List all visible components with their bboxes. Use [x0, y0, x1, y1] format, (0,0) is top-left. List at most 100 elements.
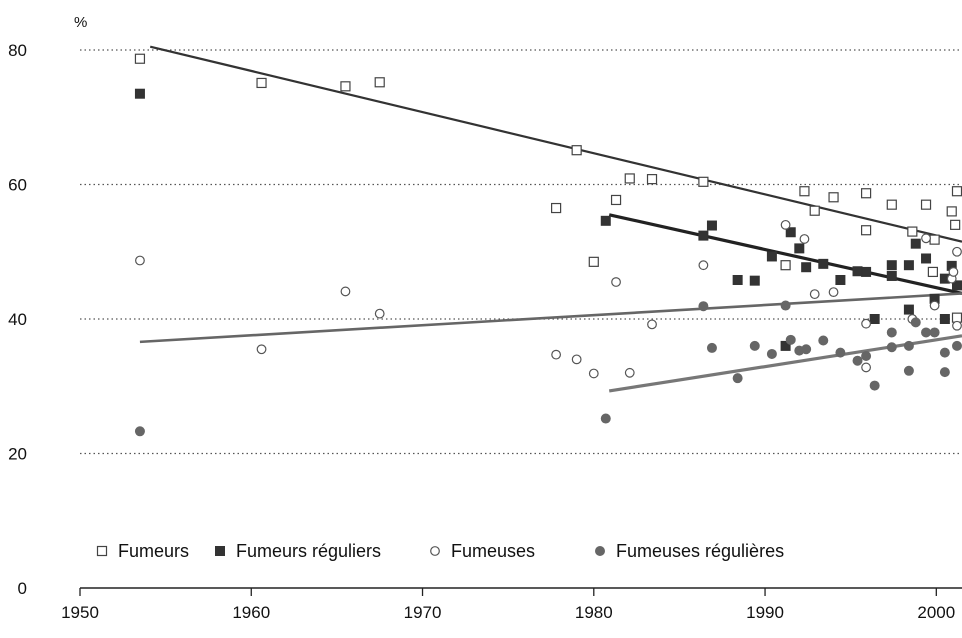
x-axis: [79, 587, 962, 596]
data-point-s2-3: [374, 308, 385, 319]
trend-line-1: [608, 213, 962, 296]
data-point-s3-25: [952, 340, 962, 351]
data-point-s0-2: [340, 81, 351, 92]
data-point-s2-4: [551, 349, 562, 360]
trend-line-3: [608, 334, 962, 393]
x-tick-label-2000: 2000: [917, 603, 955, 622]
data-point-s1-4: [732, 274, 743, 285]
data-point-s1-0: [134, 88, 145, 99]
data-point-s0-12: [799, 186, 810, 197]
data-point-s0-21: [929, 234, 940, 245]
y-tick-label-0: 0: [18, 579, 27, 598]
data-point-s2-11: [780, 219, 791, 230]
data-point-s3-4: [732, 373, 743, 384]
data-point-s1-18: [903, 260, 914, 271]
legend-item-3: Fumeuses régulières: [595, 541, 784, 561]
data-point-s1-1: [600, 215, 611, 226]
legend-label-3: Fumeuses régulières: [616, 541, 784, 561]
legend-item-1: Fumeurs réguliers: [215, 541, 381, 561]
data-point-s3-5: [749, 340, 760, 351]
data-point-s3-22: [929, 327, 940, 338]
data-point-s0-18: [907, 226, 918, 237]
data-point-s2-0: [135, 255, 145, 266]
x-axis-tick-labels: 1950 1960 1970 1980 1990 2000: [61, 603, 955, 622]
data-point-s2-8: [624, 367, 635, 378]
data-point-s1-14: [861, 266, 872, 277]
data-point-s2-15: [861, 318, 871, 329]
data-point-s3-1: [600, 413, 611, 424]
legend-label-1: Fumeurs réguliers: [236, 541, 381, 561]
data-point-s2-23: [952, 320, 962, 331]
data-point-s1-16: [886, 260, 897, 271]
data-point-s3-15: [869, 380, 880, 391]
legend-marker-1: [215, 546, 225, 556]
y-tick-label-20: 20: [8, 445, 27, 464]
data-point-s0-22: [946, 206, 957, 217]
trend-lines: [139, 45, 962, 393]
data-point-s1-5: [749, 275, 760, 286]
data-point-s1-6: [766, 251, 777, 262]
data-point-s2-14: [828, 287, 839, 298]
data-point-s3-21: [921, 327, 932, 338]
data-point-s1-15: [869, 314, 880, 324]
data-point-s0-23: [950, 219, 961, 230]
data-point-s3-23: [939, 347, 950, 358]
data-point-s1-12: [835, 274, 846, 285]
data-point-s2-22: [952, 246, 962, 257]
data-point-s3-0: [134, 426, 145, 437]
data-point-s0-16: [860, 225, 872, 236]
data-point-s3-20: [910, 317, 921, 328]
data-point-s3-10: [801, 344, 812, 355]
data-point-s1-9: [794, 243, 805, 254]
data-point-s1-10: [801, 262, 812, 273]
legend-label-2: Fumeuses: [451, 541, 535, 561]
legend-item-0: Fumeurs: [96, 541, 189, 561]
data-point-s2-9: [647, 319, 657, 330]
data-point-s2-1: [256, 344, 267, 355]
legend-marker-3: [595, 546, 606, 557]
data-point-s0-3: [374, 77, 385, 88]
data-point-s0-8: [624, 173, 635, 184]
x-tick-label-1970: 1970: [404, 603, 442, 622]
data-point-s0-15: [860, 188, 872, 199]
data-point-s3-19: [903, 365, 914, 376]
data-point-s3-13: [852, 355, 863, 366]
legend-label-0: Fumeurs: [118, 541, 189, 561]
data-point-s2-5: [571, 354, 582, 365]
y-unit-label: %: [74, 14, 87, 31]
legend-marker-2: [430, 546, 440, 556]
data-point-s0-7: [610, 194, 622, 206]
data-point-s0-9: [646, 174, 658, 185]
data-points: [134, 53, 962, 437]
data-point-s0-17: [886, 199, 897, 210]
data-point-s0-4: [551, 202, 562, 214]
y-tick-label-40: 40: [8, 310, 27, 329]
data-point-s0-19: [920, 199, 932, 210]
data-point-s2-21: [948, 267, 959, 277]
x-tick-label-1960: 1960: [232, 603, 270, 622]
y-tick-label-80: 80: [8, 41, 27, 60]
data-point-s1-11: [818, 258, 829, 269]
trend-line-2: [139, 292, 962, 344]
data-point-s3-8: [785, 334, 796, 345]
data-point-s0-25: [951, 312, 962, 323]
legend-item-2: Fumeuses: [430, 541, 535, 561]
data-point-s3-12: [835, 347, 846, 358]
data-point-s3-3: [706, 342, 717, 353]
data-point-s1-2: [698, 230, 709, 241]
data-point-s1-21: [921, 253, 932, 264]
data-point-s1-3: [706, 220, 717, 231]
data-point-s0-20: [927, 266, 938, 278]
data-point-s3-14: [861, 350, 872, 361]
data-point-s3-11: [818, 335, 829, 346]
x-tick-label-1990: 1990: [746, 603, 784, 622]
data-point-s0-1: [256, 77, 267, 89]
data-point-s2-6: [588, 368, 599, 379]
y-tick-label-60: 60: [8, 176, 27, 195]
data-point-s3-17: [886, 342, 897, 353]
data-point-s0-11: [780, 260, 791, 271]
data-point-s0-13: [809, 205, 820, 216]
data-point-s1-13: [852, 266, 863, 277]
x-tick-label-1950: 1950: [61, 603, 99, 622]
